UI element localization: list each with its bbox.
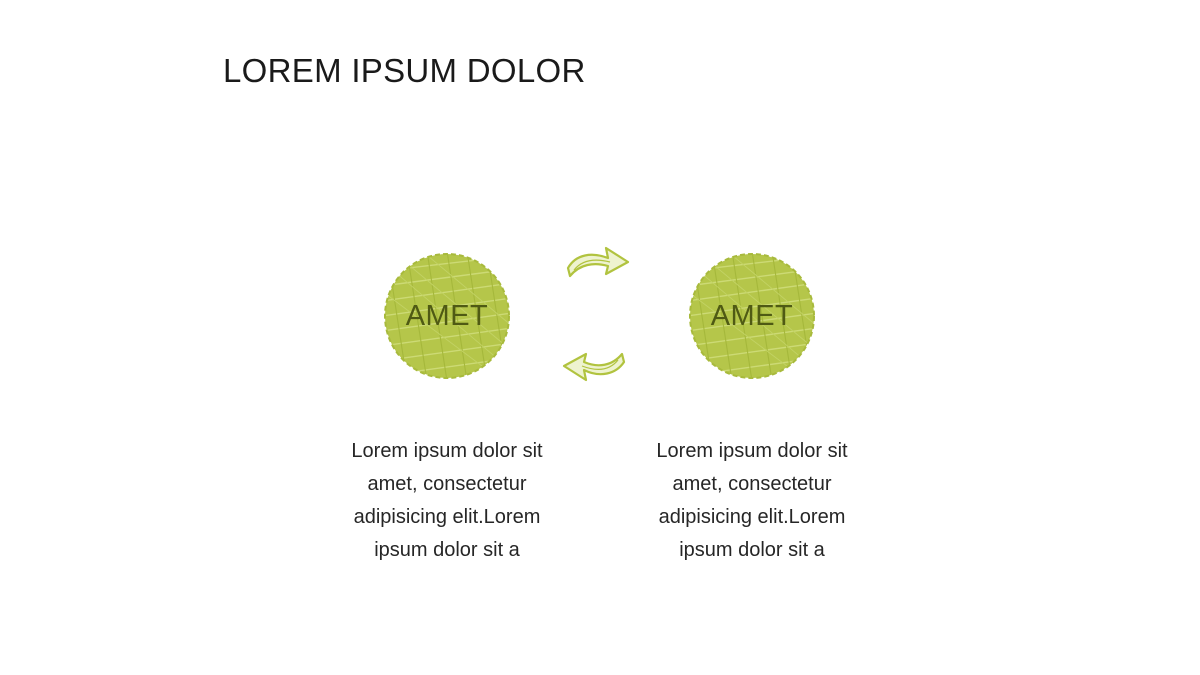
circle-left-label: AMET [405,299,489,332]
description-line: amet, consectetur [672,473,832,495]
description-line: ipsum dolor sit a [374,539,520,561]
circle-left: AMET [382,251,512,381]
circle-right-label: AMET [710,299,794,332]
scribble-circle-icon [384,253,510,379]
description-line: adipisicing elit.Lorem [353,506,541,528]
circle-right: AMET [687,251,817,381]
description-left: Lorem ipsum dolor sit amet, consectetur … [332,435,562,567]
description-line: amet, consectetur [367,473,527,495]
description-right: Lorem ipsum dolor sit amet, consectetur … [637,435,867,567]
description-line: ipsum dolor sit a [679,539,825,561]
description-line: Lorem ipsum dolor sit [656,440,848,462]
description-line: Lorem ipsum dolor sit [351,440,543,462]
scribble-circle-icon [689,253,815,379]
description-line: adipisicing elit.Lorem [658,506,846,528]
arrow-right-icon [562,240,632,280]
arrow-left-icon [560,348,630,388]
slide-title: LOREM IPSUM DOLOR [223,52,586,89]
